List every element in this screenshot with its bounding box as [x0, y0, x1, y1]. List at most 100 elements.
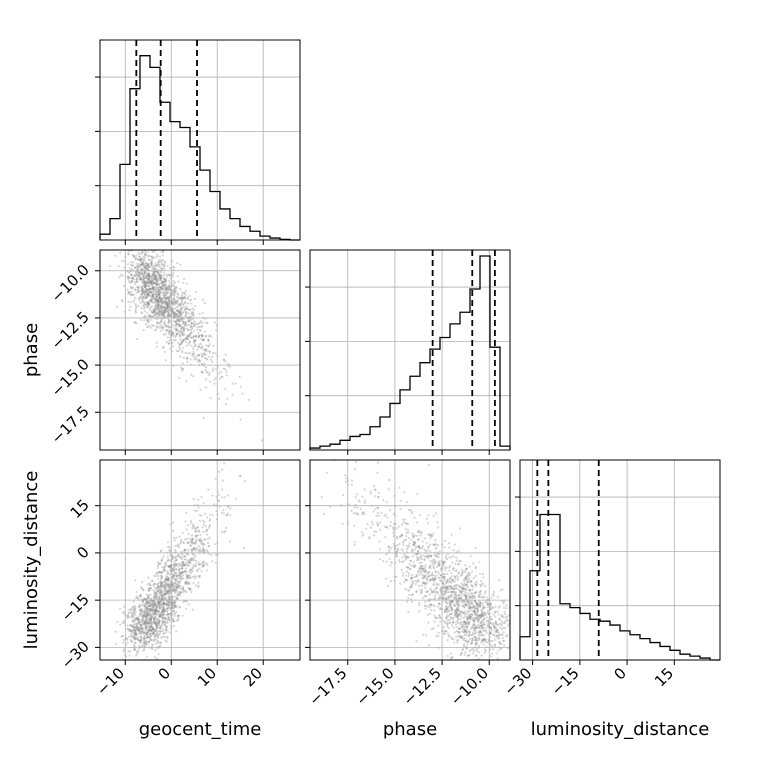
sample-point	[148, 258, 151, 261]
sample-point	[164, 289, 167, 292]
sample-point	[177, 555, 180, 558]
sample-point	[157, 292, 160, 296]
sample-point	[467, 601, 470, 604]
sample-point	[147, 622, 150, 625]
sample-point	[164, 305, 167, 309]
sample-point	[437, 624, 440, 627]
sample-point	[231, 382, 234, 385]
sample-point	[465, 583, 468, 586]
sample-point	[141, 280, 144, 283]
sample-point	[149, 608, 152, 611]
sample-point	[162, 302, 165, 305]
sample-point	[164, 628, 167, 631]
sample-point	[135, 590, 138, 593]
sample-point	[155, 299, 158, 303]
sample-point	[145, 626, 148, 630]
sample-point	[517, 635, 519, 637]
sample-point	[146, 622, 150, 625]
sample-point	[194, 534, 197, 538]
sample-point	[517, 627, 519, 629]
sample-point	[192, 311, 195, 314]
sample-point	[482, 637, 485, 640]
sample-point	[156, 625, 159, 628]
sample-point	[191, 541, 194, 544]
sample-point	[152, 583, 155, 586]
sample-point	[218, 377, 222, 380]
sample-point	[477, 639, 480, 642]
sample-point	[464, 596, 468, 600]
sample-point	[376, 524, 379, 527]
sample-point	[464, 603, 467, 606]
sample-point	[196, 534, 199, 537]
sample-point	[198, 530, 201, 533]
sample-point	[138, 618, 141, 622]
sample-point	[446, 585, 449, 588]
sample-point	[181, 291, 184, 294]
sample-point	[128, 309, 131, 312]
sample-point	[155, 326, 158, 329]
sample-point	[136, 618, 139, 621]
sample-point	[162, 280, 165, 284]
sample-point	[175, 583, 178, 586]
sample-point	[166, 541, 169, 544]
sample-point	[504, 627, 507, 630]
sample-point	[132, 600, 135, 604]
sample-point	[191, 537, 194, 540]
sample-point	[473, 620, 476, 623]
sample-point	[438, 614, 441, 617]
sample-point	[167, 589, 171, 592]
sample-point	[189, 336, 192, 339]
sample-point	[166, 303, 169, 307]
sample-point	[432, 566, 435, 569]
sample-point	[161, 297, 164, 300]
sample-point	[186, 574, 189, 577]
sample-point	[505, 604, 508, 607]
sample-point	[155, 295, 159, 298]
sample-point	[465, 594, 468, 597]
sample-point	[458, 527, 462, 530]
sample-point	[190, 322, 193, 325]
sample-point	[155, 617, 158, 621]
sample-point	[413, 542, 416, 545]
histogram-bar	[560, 604, 570, 660]
sample-point	[194, 322, 198, 325]
sample-point	[147, 262, 150, 265]
sample-point	[445, 616, 448, 619]
sample-point	[163, 588, 166, 591]
sample-point	[350, 479, 353, 482]
sample-point	[164, 309, 167, 312]
sample-point	[446, 587, 449, 591]
sample-point	[157, 312, 160, 315]
sample-point	[483, 638, 486, 641]
sample-point	[392, 512, 395, 516]
sample-point	[433, 543, 437, 547]
sample-point	[130, 277, 133, 280]
sample-point	[181, 567, 184, 570]
sample-point	[134, 618, 137, 621]
sample-point	[166, 303, 169, 306]
sample-point	[192, 523, 195, 526]
sample-point	[445, 557, 449, 561]
sample-point	[173, 564, 176, 568]
sample-point	[199, 320, 202, 323]
sample-point	[143, 301, 146, 304]
sample-point	[173, 574, 176, 577]
sample-point	[511, 620, 513, 622]
sample-point	[495, 622, 498, 626]
sample-point	[476, 616, 480, 619]
sample-point	[166, 613, 169, 616]
sample-point	[128, 291, 131, 294]
sample-point	[156, 588, 159, 591]
sample-point	[154, 610, 157, 614]
sample-point	[149, 608, 152, 611]
sample-point	[181, 561, 184, 564]
sample-point	[147, 288, 151, 291]
sample-point	[434, 561, 437, 565]
sample-point	[143, 284, 146, 287]
sample-point	[387, 545, 391, 548]
sample-point	[157, 271, 160, 274]
sample-point	[144, 612, 147, 615]
sample-point	[177, 565, 180, 568]
sample-point	[193, 509, 196, 512]
sample-point	[143, 265, 146, 268]
